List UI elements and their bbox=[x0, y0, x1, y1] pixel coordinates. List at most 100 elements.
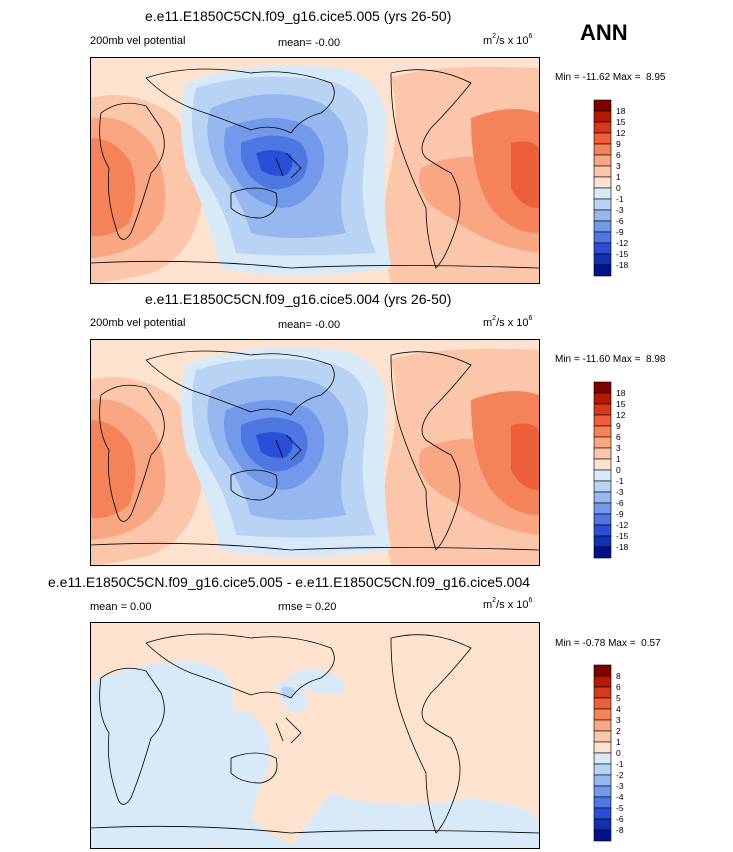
colorbar-tick-label: 2 bbox=[616, 726, 621, 736]
colorbar-swatch bbox=[593, 154, 612, 167]
colorbar-swatch bbox=[593, 469, 612, 482]
colorbar-tick-label: -1 bbox=[616, 194, 624, 204]
colorbar-swatch bbox=[593, 392, 612, 405]
colorbar-swatch bbox=[593, 763, 612, 776]
colorbar-swatch bbox=[593, 143, 612, 156]
panel1-contour-plot bbox=[91, 58, 539, 283]
panel2-units: m2/s x 106 bbox=[483, 315, 533, 329]
panel3-colorbar: 8 6 5 4 3 2 1 0 -1 -2 -3 -4 -5 -6 -8 bbox=[593, 664, 654, 842]
colorbar-swatch bbox=[593, 535, 612, 548]
colorbar-tick-label: 6 bbox=[616, 682, 621, 692]
colorbar-tick-label: -6 bbox=[616, 814, 624, 824]
panel2-minmax: Min = -11.60 Max = 8.98 bbox=[555, 354, 665, 365]
colorbar-tick-label: -5 bbox=[616, 803, 624, 813]
panel1-max-label: Max = bbox=[612, 72, 641, 83]
colorbar-tick-label: -3 bbox=[616, 205, 624, 215]
panel2-mean-value: -0.00 bbox=[315, 319, 341, 331]
colorbar-tick-label: 9 bbox=[616, 139, 621, 149]
colorbar-tick-label: 15 bbox=[616, 117, 626, 127]
colorbar-swatch bbox=[593, 513, 612, 526]
colorbar-swatch bbox=[593, 403, 612, 416]
panel1-colorbar: 18 15 12 9 6 3 1 0 -1 -3 -6 -9 -12 -15 -18 bbox=[593, 99, 654, 277]
colorbar-tick-label: -6 bbox=[616, 216, 624, 226]
colorbar-tick-label: -1 bbox=[616, 476, 624, 486]
colorbar-swatch bbox=[593, 708, 612, 721]
colorbar-tick-label: 12 bbox=[616, 410, 626, 420]
colorbar-tick-label: 3 bbox=[616, 443, 621, 453]
panel1-min-value: -11.62 bbox=[582, 72, 611, 83]
colorbar-tick-label: 15 bbox=[616, 399, 626, 409]
colorbar-swatch bbox=[593, 675, 612, 688]
panel2-min-label: Min = bbox=[555, 354, 580, 365]
panel1-map bbox=[90, 57, 540, 284]
panel1-mean-label: mean= bbox=[278, 37, 312, 49]
panel2-map bbox=[90, 339, 540, 566]
colorbar-swatch bbox=[593, 458, 612, 471]
panel3-contour-plot bbox=[91, 623, 539, 848]
panel2-mean-label: mean= bbox=[278, 319, 312, 331]
colorbar-swatch bbox=[593, 110, 612, 123]
colorbar-tick-label: 4 bbox=[616, 704, 621, 714]
colorbar-swatch bbox=[593, 546, 612, 559]
colorbar-swatch bbox=[593, 719, 612, 732]
colorbar-tick-label: -15 bbox=[616, 531, 629, 541]
colorbar-tick-label: 12 bbox=[616, 128, 626, 138]
panel3-max-label: Max = bbox=[608, 638, 636, 649]
panel2-max-value: 8.98 bbox=[646, 354, 666, 365]
panel2-title: e.e11.E1850C5CN.f09_g16.cice5.004 (yrs 2… bbox=[145, 291, 452, 307]
colorbar-swatch bbox=[593, 664, 612, 677]
colorbar-tick-label: 9 bbox=[616, 421, 621, 431]
colorbar-swatch bbox=[593, 231, 612, 244]
colorbar-swatch bbox=[593, 829, 612, 842]
colorbar-swatch bbox=[593, 447, 612, 460]
colorbar-swatch bbox=[593, 132, 612, 145]
colorbar-tick-label: 0 bbox=[616, 465, 621, 475]
colorbar-tick-label: -8 bbox=[616, 825, 624, 835]
panel3-rmse: rmse = 0.20 bbox=[278, 601, 336, 613]
colorbar-swatch bbox=[593, 697, 612, 710]
colorbar-tick-label: 18 bbox=[616, 106, 626, 116]
colorbar-swatch bbox=[593, 807, 612, 820]
colorbar-tick-label: 5 bbox=[616, 693, 621, 703]
colorbar-swatch bbox=[593, 741, 612, 754]
panel2-colorbar: 18 15 12 9 6 3 1 0 -1 -3 -6 -9 -12 -15 -18 bbox=[593, 381, 654, 559]
colorbar-swatch bbox=[593, 502, 612, 515]
panel3-mean: mean = 0.00 bbox=[90, 601, 152, 613]
panel3-map bbox=[90, 622, 540, 849]
panel2-min-value: -11.60 bbox=[582, 354, 611, 365]
panel1-title: e.e11.E1850C5CN.f09_g16.cice5.005 (yrs 2… bbox=[145, 8, 452, 24]
colorbar-tick-label: 6 bbox=[616, 150, 621, 160]
colorbar-swatch bbox=[593, 686, 612, 699]
colorbar-tick-label: -12 bbox=[616, 238, 629, 248]
colorbar-tick-label: -3 bbox=[616, 487, 624, 497]
panel3-units: m2/s x 106 bbox=[483, 597, 533, 611]
panel1-variable-label: 200mb vel potential bbox=[90, 35, 186, 47]
panel3-rmse-value: 0.20 bbox=[315, 601, 337, 613]
panel2-max-label: Max = bbox=[612, 354, 641, 365]
colorbar-swatch bbox=[593, 524, 612, 537]
colorbar-tick-label: 3 bbox=[616, 161, 621, 171]
colorbar-swatch bbox=[593, 209, 612, 222]
colorbar-tick-label: 8 bbox=[616, 671, 621, 681]
colorbar-tick-label: 3 bbox=[616, 715, 621, 725]
colorbar-swatch bbox=[593, 381, 612, 394]
colorbar-swatch bbox=[593, 425, 612, 438]
panel1-mean-value: -0.00 bbox=[315, 37, 341, 49]
panel3-min-label: Min = bbox=[555, 638, 580, 649]
colorbar-swatch bbox=[593, 796, 612, 809]
panel1-minmax: Min = -11.62 Max = 8.95 bbox=[555, 72, 665, 83]
colorbar-swatch bbox=[593, 480, 612, 493]
colorbar-tick-label: -2 bbox=[616, 770, 624, 780]
colorbar-tick-label: -15 bbox=[616, 249, 629, 259]
panel3-minmax: Min = -0.78 Max = 0.57 bbox=[555, 638, 661, 649]
colorbar-tick-label: -1 bbox=[616, 759, 624, 769]
colorbar-tick-label: -3 bbox=[616, 781, 624, 791]
colorbar-swatch bbox=[593, 242, 612, 255]
colorbar-swatch bbox=[593, 99, 612, 112]
colorbar-tick-label: -18 bbox=[616, 260, 629, 270]
colorbar-swatch bbox=[593, 491, 612, 504]
colorbar-swatch bbox=[593, 176, 612, 189]
